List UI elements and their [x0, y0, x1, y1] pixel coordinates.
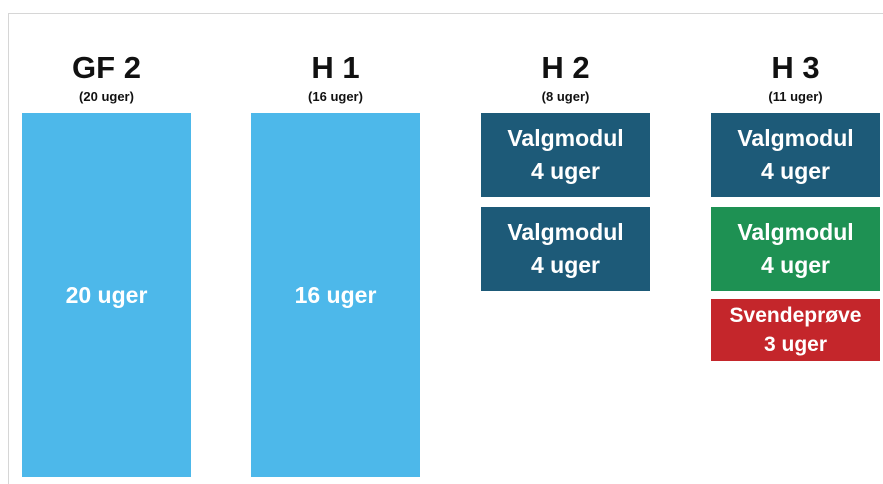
block-text: Valgmodul: [737, 122, 853, 155]
block-text: Valgmodul: [737, 216, 853, 249]
block-text: 16 uger: [295, 279, 377, 312]
block-text: 3 uger: [764, 330, 827, 359]
block-text: 4 uger: [531, 249, 600, 282]
block-text: 4 uger: [531, 155, 600, 188]
block: 16 uger: [251, 113, 420, 477]
column-title: H 3: [696, 50, 883, 86]
column-title: H 2: [466, 50, 666, 86]
column-subtitle: (20 uger): [7, 89, 207, 104]
block-text: Valgmodul: [507, 122, 623, 155]
column-subtitle: (11 uger): [696, 89, 883, 104]
block-text: 4 uger: [761, 155, 830, 188]
column-title: H 1: [236, 50, 436, 86]
column-title: GF 2: [7, 50, 207, 86]
block-text: 4 uger: [761, 249, 830, 282]
block-text: 20 uger: [66, 279, 148, 312]
block-text: Svendeprøve: [730, 301, 862, 330]
block: 20 uger: [22, 113, 191, 477]
column-subtitle: (8 uger): [466, 89, 666, 104]
column-subtitle: (16 uger): [236, 89, 436, 104]
block-text: Valgmodul: [507, 216, 623, 249]
